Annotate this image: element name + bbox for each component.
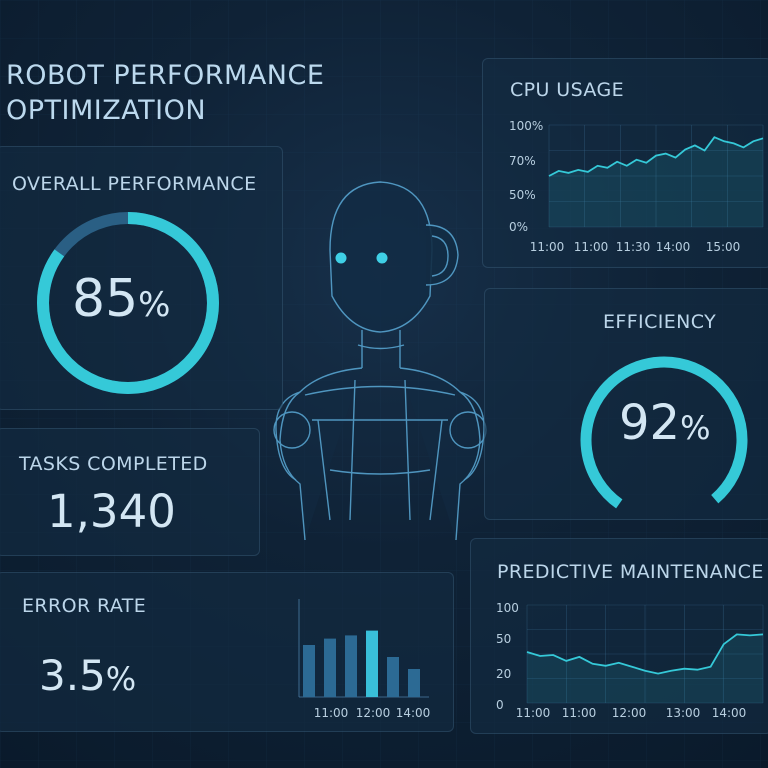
error-rate-bar — [387, 657, 399, 697]
predictive-maintenance-x-tick-label: 12:00 — [612, 706, 647, 720]
page-title-line2: OPTIMIZATION — [6, 95, 207, 126]
error-rate-panel: ERROR RATE 3.5% 11:00 12:00 14:00 — [0, 572, 454, 732]
efficiency-label: EFFICIENCY — [603, 311, 717, 333]
predictive-maintenance-y-tick-label: 0 — [496, 698, 504, 712]
error-rate-bar — [345, 635, 357, 697]
overall-performance-unit: % — [138, 285, 171, 325]
cpu-usage-y-tick-label: 70% — [509, 154, 536, 168]
predictive-maintenance-y-tick-label: 100 — [496, 601, 519, 615]
cpu-usage-x-tick-label: 14:00 — [656, 240, 691, 254]
overall-performance-label: OVERALL PERFORMANCE — [12, 173, 257, 195]
cpu-usage-area — [549, 137, 763, 227]
page-title: ROBOT PERFORMANCE OPTIMIZATION — [6, 58, 324, 128]
predictive-maintenance-grid — [526, 604, 764, 704]
cpu-usage-series-line — [548, 136, 764, 177]
cpu-usage-x-tick-label: 11:00 — [530, 240, 565, 254]
predictive-maintenance-x-tick-label: 11:00 — [562, 706, 597, 720]
error-rate-value: 3.5 — [39, 651, 106, 700]
cpu-usage-panel: CPU USAGE 0% 50% 70% 100% 11:00 11:00 11:30 14:… — [482, 58, 768, 268]
error-rate-unit: % — [105, 660, 137, 698]
cpu-usage-x-tick-label: 15:00 — [706, 240, 741, 254]
predictive-maintenance-y-tick-label: 20 — [496, 667, 511, 681]
predictive-maintenance-line-chart: 0 20 50 100 11:00 11:00 12:00 13:00 14:00 — [496, 601, 764, 720]
predictive-maintenance-y-tick-label: 50 — [496, 632, 511, 646]
error-rate-x-tick-label: 12:00 — [356, 706, 391, 720]
efficiency-value: 92 — [619, 395, 681, 451]
cpu-usage-x-tick-label: 11:00 — [574, 240, 609, 254]
error-rate-label: ERROR RATE — [22, 595, 147, 617]
cpu-usage-y-tick-label: 100% — [509, 119, 543, 133]
error-rate-x-tick-label: 11:00 — [314, 706, 349, 720]
predictive-maintenance-x-tick-label: 13:00 — [666, 706, 701, 720]
error-rate-value-group: 3.5% — [39, 651, 136, 700]
cpu-usage-y-tick-label: 50% — [509, 188, 536, 202]
efficiency-panel: EFFICIENCY 92% — [484, 288, 768, 520]
cpu-usage-y-tick-label: 0% — [509, 220, 528, 234]
efficiency-value-group: 92% — [619, 395, 710, 451]
efficiency-gauge — [580, 356, 748, 509]
error-rate-x-tick-label: 14:00 — [396, 706, 431, 720]
efficiency-unit: % — [680, 409, 711, 447]
tasks-completed-value: 1,340 — [47, 485, 176, 538]
predictive-maintenance-x-tick-label: 11:00 — [516, 706, 551, 720]
error-rate-bar-chart: 11:00 12:00 14:00 — [298, 599, 431, 720]
tasks-completed-panel: TASKS COMPLETED 1,340 — [0, 428, 260, 556]
overall-performance-panel: OVERALL PERFORMANCE 85% — [0, 146, 283, 410]
efficiency-gauge-arc — [580, 356, 748, 509]
page-title-line1: ROBOT PERFORMANCE — [6, 60, 325, 91]
overall-performance-value: 85 — [72, 269, 139, 329]
robot-left-eye — [335, 252, 347, 264]
error-rate-bar — [408, 669, 420, 697]
error-rate-bar — [303, 645, 315, 697]
cpu-usage-x-tick-label: 11:30 — [616, 240, 651, 254]
error-rate-bar — [324, 638, 336, 697]
predictive-maintenance-label: PREDICTIVE MAINTENANCE — [497, 561, 764, 583]
overall-performance-value-group: 85% — [72, 269, 170, 329]
cpu-usage-line-chart: 0% 50% 70% 100% 11:00 11:00 11:30 14:00 15:00 — [509, 119, 764, 254]
predictive-maintenance-area — [527, 634, 763, 703]
cpu-usage-grid — [548, 124, 764, 228]
predictive-maintenance-panel: PREDICTIVE MAINTENANCE 0 20 50 100 11:00 11:0… — [470, 538, 768, 734]
predictive-maintenance-series-line — [526, 633, 764, 675]
tasks-completed-label: TASKS COMPLETED — [19, 453, 208, 475]
predictive-maintenance-x-tick-label: 14:00 — [712, 706, 747, 720]
overall-performance-ring — [37, 212, 219, 394]
cpu-usage-label: CPU USAGE — [510, 79, 624, 101]
error-rate-bar — [366, 630, 378, 697]
robot-right-eye — [376, 252, 388, 264]
overall-performance-ring-fill — [37, 212, 219, 394]
